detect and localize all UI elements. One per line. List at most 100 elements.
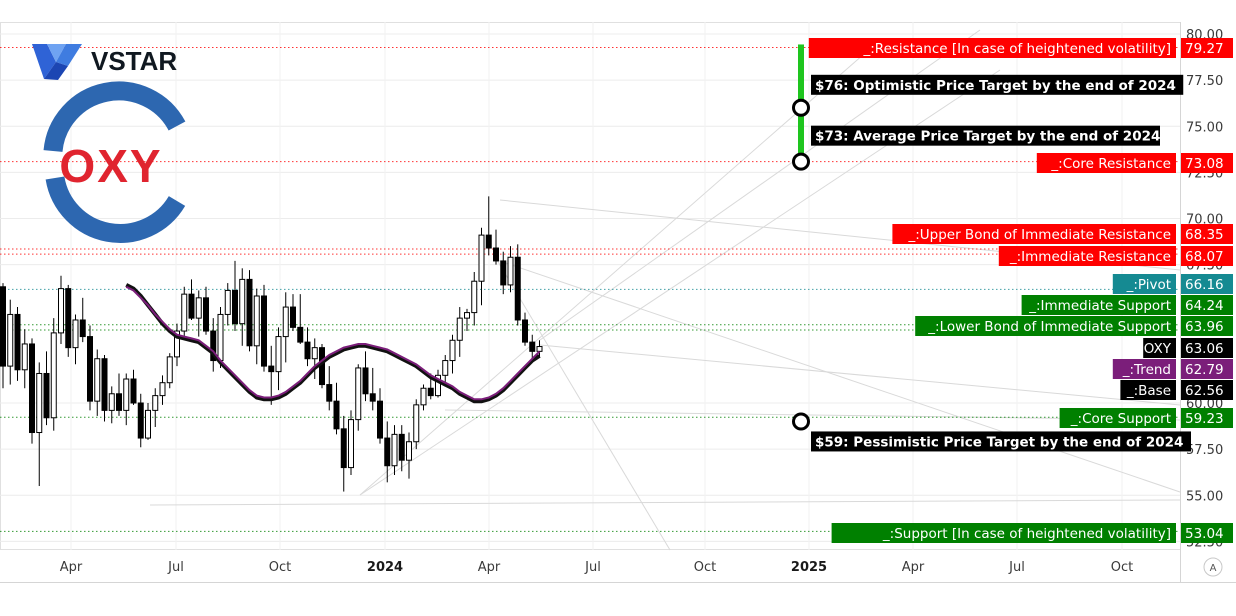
candle xyxy=(261,284,267,372)
candle-body xyxy=(130,378,137,404)
level-tag: _:Immediate Resistance 68.07 xyxy=(998,246,1233,266)
target-marker xyxy=(792,98,810,117)
candle-body xyxy=(21,343,28,371)
fan-line xyxy=(444,409,1181,421)
candle-body xyxy=(464,312,470,319)
level-tag-name: _:Trend xyxy=(1122,362,1171,378)
level-tag: _:Support [In case of heightened volatil… xyxy=(831,523,1233,543)
candle-body xyxy=(514,256,521,321)
candle-body xyxy=(29,343,35,434)
target-pessimistic-text: $59: Pessimistic Price Target by the end… xyxy=(815,434,1183,450)
candle-body xyxy=(195,297,202,319)
level-tag-name-bg xyxy=(808,38,1176,58)
x-tick-label: 2024 xyxy=(367,560,403,575)
candle-body xyxy=(65,288,72,349)
candle-body xyxy=(478,234,485,282)
candle-body xyxy=(420,387,427,406)
candle-body xyxy=(398,433,405,461)
candle xyxy=(435,369,441,398)
level-tag-value: 63.96 xyxy=(1185,319,1224,335)
candle-body xyxy=(79,319,86,338)
candle xyxy=(398,425,405,472)
y-tick-label: 55.00 xyxy=(1186,489,1223,504)
candle-body xyxy=(507,256,514,286)
level-tag-value-bg xyxy=(1181,359,1233,379)
level-tag-name: _:Support [In case of heightened volatil… xyxy=(882,526,1171,542)
level-tag: _:Upper Bond of Immediate Resistance 68.3… xyxy=(892,224,1233,244)
target-pessimistic: $59: Pessimistic Price Target by the end… xyxy=(811,431,1191,452)
auto-scale-button-label: A xyxy=(1210,563,1217,574)
x-tick-label: Oct xyxy=(269,560,291,575)
candle-body xyxy=(471,280,478,314)
candle-body xyxy=(384,437,391,467)
target-average-bg xyxy=(811,125,1160,146)
oxy-wordmark: OXY xyxy=(59,140,162,192)
price-targets: $76: Optimistic Price Target by the end … xyxy=(792,44,1191,452)
level-tag-value-bg xyxy=(1181,523,1233,543)
candle xyxy=(536,340,543,357)
level-tag-value-bg xyxy=(1181,295,1233,315)
level-tag-value-bg xyxy=(1181,153,1233,173)
candle xyxy=(152,388,159,427)
level-tag-name-bg xyxy=(1120,380,1176,400)
level-tag-name-bg xyxy=(1059,408,1176,428)
candle xyxy=(87,325,93,411)
plot-area xyxy=(0,22,1181,550)
level-tag: _:Trend 62.79 xyxy=(1112,359,1233,379)
level-tag-value: 68.35 xyxy=(1185,227,1224,243)
candle xyxy=(239,268,246,346)
level-tag-value: 68.07 xyxy=(1185,249,1224,265)
candle xyxy=(108,386,115,424)
level-tag-value: 62.56 xyxy=(1185,383,1224,399)
target-pessimistic-bg xyxy=(811,431,1191,452)
candle xyxy=(253,288,260,365)
auto-scale-button[interactable]: A xyxy=(1203,557,1223,577)
candle-body xyxy=(355,367,362,421)
candle-body xyxy=(282,306,289,338)
candle-body xyxy=(536,346,543,352)
x-tick-label: Apr xyxy=(478,560,501,575)
candle xyxy=(203,286,209,335)
candle xyxy=(326,366,333,411)
candle xyxy=(493,229,499,265)
time-axis[interactable]: Apr Jul Oct 2024 Apr Jul Oct 2025 Apr Jul Oct xyxy=(60,560,1133,575)
level-tag-name: _:Base xyxy=(1126,383,1171,399)
candle-body xyxy=(377,400,383,439)
x-tick-label: 2025 xyxy=(791,560,827,575)
candle-body xyxy=(449,339,456,362)
grid xyxy=(0,22,1180,550)
level-tag-value-bg xyxy=(1181,380,1233,400)
candle-body xyxy=(261,295,267,367)
candle-body xyxy=(87,336,93,402)
x-tick-label: Oct xyxy=(694,560,716,575)
candle xyxy=(456,307,463,357)
x-tick-label: Apr xyxy=(902,560,925,575)
candle-body xyxy=(493,247,499,262)
vstar-mark-icon xyxy=(32,44,82,80)
candle xyxy=(94,349,101,416)
candle xyxy=(340,415,347,492)
candle-body xyxy=(14,313,21,371)
candle xyxy=(224,283,231,326)
level-tag: _:Core Support 59.23 xyxy=(1059,408,1233,428)
candle-body xyxy=(50,332,57,419)
candle-body xyxy=(348,419,354,469)
candle xyxy=(181,286,188,337)
candle xyxy=(130,369,137,405)
level-lines xyxy=(0,46,1180,532)
x-tick-label: Oct xyxy=(1111,560,1133,575)
candle xyxy=(464,308,470,332)
candle xyxy=(29,338,35,444)
level-labels: _:Resistance [In case of heightened vola… xyxy=(808,38,1233,543)
level-tag-value-bg xyxy=(1181,338,1233,358)
oxy-logo-arc-bottom xyxy=(45,176,186,243)
candle xyxy=(348,410,354,475)
candle xyxy=(123,373,130,426)
trend-ma-line xyxy=(125,285,541,401)
candle-body xyxy=(391,433,398,467)
candle xyxy=(65,284,72,357)
candle xyxy=(500,251,507,295)
level-tag-value: 62.79 xyxy=(1185,362,1224,378)
candle xyxy=(174,323,180,367)
candle-body xyxy=(239,278,246,325)
